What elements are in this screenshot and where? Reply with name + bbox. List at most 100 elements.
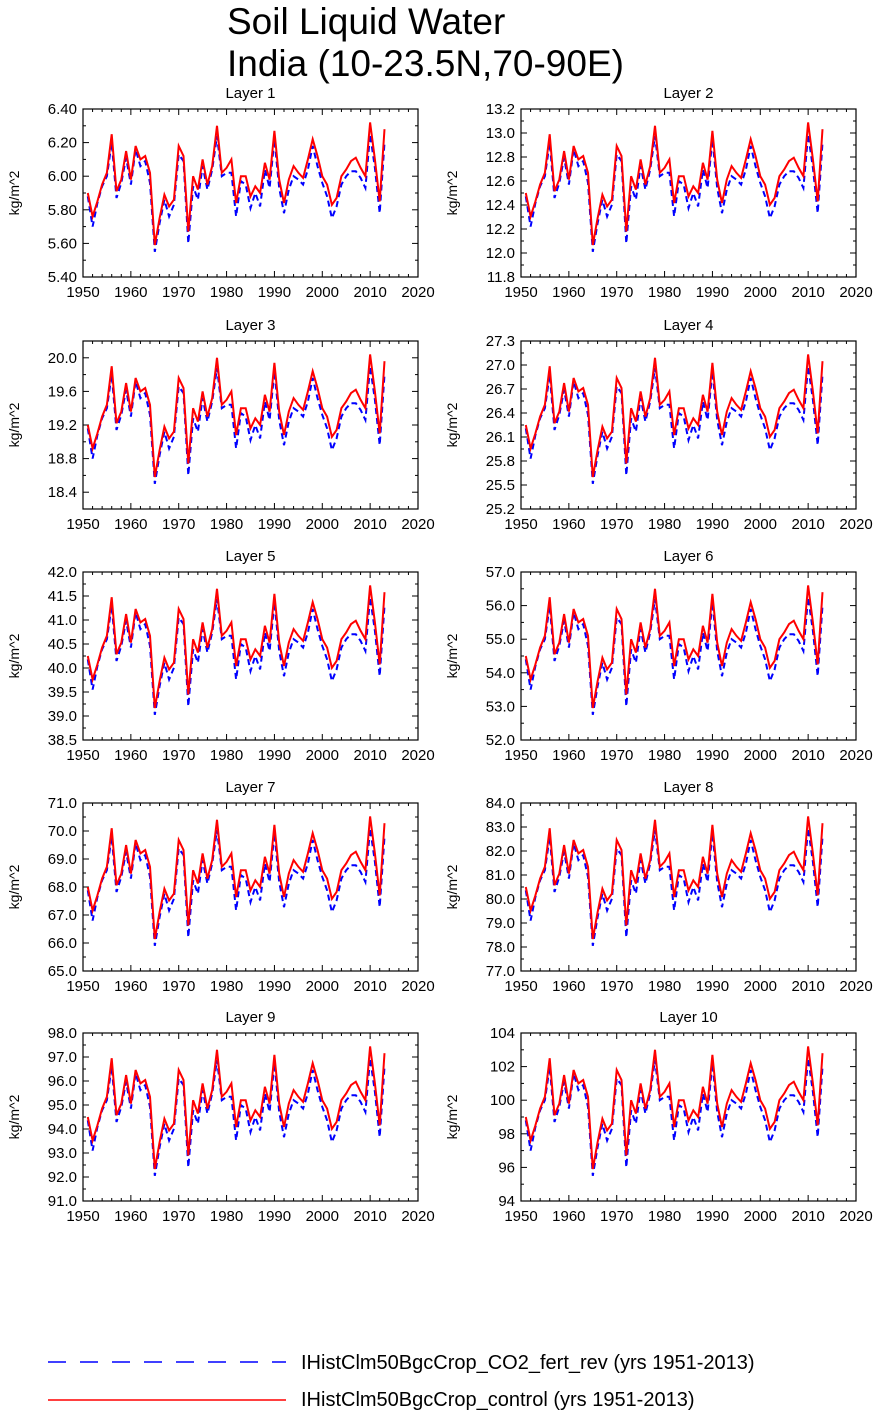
series-line-co2-fert-rev: [524, 828, 824, 946]
y-tick-label: 25.2: [486, 501, 515, 518]
y-tick-label: 100: [490, 1092, 515, 1109]
y-tick-label: 12.0: [486, 245, 515, 262]
series-line-co2-fert-rev: [524, 366, 824, 484]
x-tick-label: 1970: [600, 978, 633, 995]
y-tick-label: 95.0: [48, 1097, 77, 1114]
panel-8: Layer 8 1950 1960 1970 1980 1990 2000 2010 2020 7…: [444, 779, 873, 995]
x-tick-label: 1990: [696, 516, 729, 533]
y-tick-label: 84.0: [486, 795, 515, 812]
y-tick-label: 12.6: [486, 173, 515, 190]
series-line-control: [86, 354, 386, 478]
y-tick-label: 53.0: [486, 698, 515, 715]
x-tick-label: 1950: [504, 284, 537, 301]
panel-title: Layer 2: [663, 85, 713, 102]
y-axis-label: kg/m^2: [444, 170, 460, 215]
y-tick-label: 38.5: [48, 732, 77, 749]
y-tick-label: 97.0: [48, 1049, 77, 1066]
x-tick-label: 2020: [401, 747, 434, 764]
x-tick-label: 1950: [66, 978, 99, 995]
y-tick-label: 80.0: [486, 891, 515, 908]
y-tick-label: 6.00: [48, 168, 77, 185]
y-tick-label: 18.8: [48, 451, 77, 468]
x-tick-label: 1990: [696, 978, 729, 995]
y-axis-label: kg/m^2: [6, 170, 22, 215]
y-tick-label: 40.5: [48, 636, 77, 653]
y-tick-label: 26.1: [486, 429, 515, 446]
x-tick-label: 1950: [504, 978, 537, 995]
figure-title-line2: India (10-23.5N,70-90E): [227, 43, 624, 84]
x-tick-label: 1980: [648, 978, 681, 995]
x-tick-label: 1980: [210, 1208, 243, 1225]
y-tick-label: 93.0: [48, 1145, 77, 1162]
x-tick-label: 1960: [114, 284, 147, 301]
y-tick-label: 94: [498, 1193, 515, 1210]
y-tick-label: 19.2: [48, 417, 77, 434]
x-tick-label: 1970: [162, 1208, 195, 1225]
y-tick-label: 26.7: [486, 381, 515, 398]
y-tick-label: 92.0: [48, 1169, 77, 1186]
series-line-control: [86, 585, 386, 709]
y-tick-label: 96.0: [48, 1073, 77, 1090]
y-tick-label: 42.0: [48, 564, 77, 581]
x-tick-label: 1970: [600, 1208, 633, 1225]
x-tick-label: 2020: [401, 978, 434, 995]
y-tick-label: 27.0: [486, 357, 515, 374]
series-line-control: [86, 122, 386, 246]
x-tick-label: 1990: [696, 284, 729, 301]
x-tick-label: 2020: [839, 747, 872, 764]
x-tick-label: 1950: [504, 516, 537, 533]
x-tick-label: 2000: [744, 1208, 777, 1225]
x-tick-label: 2020: [839, 1208, 872, 1225]
x-tick-label: 2020: [401, 284, 434, 301]
y-tick-label: 5.60: [48, 235, 77, 252]
x-tick-label: 1960: [552, 516, 585, 533]
y-tick-label: 94.0: [48, 1121, 77, 1138]
x-tick-label: 1960: [552, 1208, 585, 1225]
panel-title: Layer 8: [663, 779, 713, 796]
x-tick-label: 2010: [353, 284, 386, 301]
y-tick-label: 13.2: [486, 101, 515, 118]
x-tick-label: 1990: [258, 747, 291, 764]
series-line-control: [524, 122, 824, 246]
x-tick-label: 1950: [504, 747, 537, 764]
figure-title-line1: Soil Liquid Water: [227, 1, 505, 42]
panel-title: Layer 5: [225, 548, 275, 565]
x-tick-label: 2000: [744, 978, 777, 995]
x-tick-label: 1950: [504, 1208, 537, 1225]
series-line-co2-fert-rev: [524, 1058, 824, 1176]
x-tick-label: 2010: [791, 978, 824, 995]
series-line-control: [524, 1046, 824, 1170]
legend-label-co2-fert-rev: IHistClm50BgcCrop_CO2_fert_rev (yrs 1951…: [301, 1352, 755, 1374]
series-line-control: [524, 354, 824, 478]
series-line-co2-fert-rev: [86, 597, 386, 715]
x-tick-label: 1990: [258, 1208, 291, 1225]
x-tick-label: 1970: [600, 284, 633, 301]
y-tick-label: 25.8: [486, 453, 515, 470]
x-tick-label: 1990: [696, 1208, 729, 1225]
x-tick-label: 1950: [66, 516, 99, 533]
panels-grid: Layer 1 1950 1960 1970 1980 1990 2000 2010 2020 5…: [6, 85, 873, 1225]
y-tick-label: 6.40: [48, 101, 77, 118]
x-tick-label: 2000: [744, 516, 777, 533]
series-line-control: [524, 585, 824, 709]
panel-10: Layer 10 1950 1960 1970 1980 1990 2000 2010 2020…: [444, 1009, 873, 1225]
x-tick-label: 2000: [306, 1208, 339, 1225]
x-tick-label: 2020: [839, 284, 872, 301]
y-tick-label: 82.0: [486, 843, 515, 860]
y-tick-label: 25.5: [486, 477, 515, 494]
y-tick-label: 27.3: [486, 333, 515, 350]
panel-3: Layer 3 1950 1960 1970 1980 1990 2000 2010 2020 1…: [6, 317, 435, 533]
panel-title: Layer 1: [225, 85, 275, 102]
x-tick-label: 2000: [306, 516, 339, 533]
panel-title: Layer 3: [225, 317, 275, 334]
y-tick-label: 98.0: [48, 1025, 77, 1042]
y-tick-label: 67.0: [48, 907, 77, 924]
x-tick-label: 1990: [258, 978, 291, 995]
series-line-co2-fert-rev: [86, 1058, 386, 1176]
y-tick-label: 6.20: [48, 135, 77, 152]
panel-title: Layer 10: [659, 1009, 717, 1026]
y-tick-label: 78.0: [486, 939, 515, 956]
y-axis-label: kg/m^2: [444, 402, 460, 447]
x-tick-label: 1960: [114, 747, 147, 764]
